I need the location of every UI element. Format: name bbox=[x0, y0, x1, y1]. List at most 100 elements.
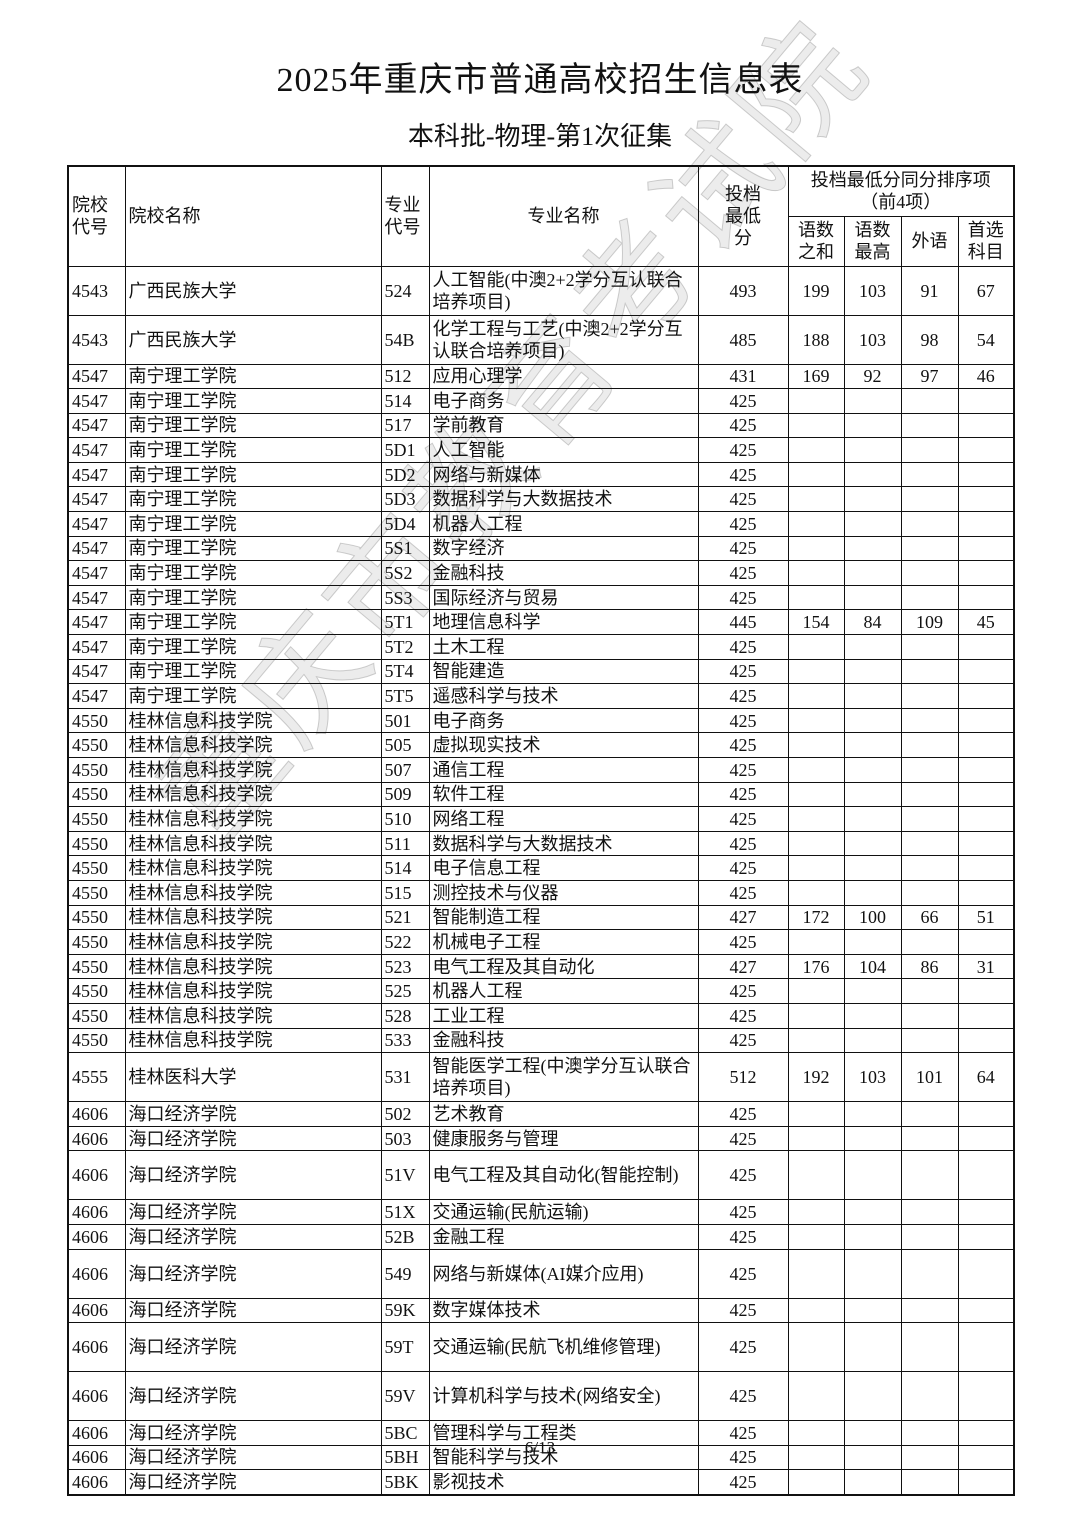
cell-foreign bbox=[900, 1125, 959, 1152]
header-first-subject: 首选科目 bbox=[957, 215, 1015, 267]
cell-min-score: 425 bbox=[697, 535, 789, 562]
cell-yushu-max: 103 bbox=[843, 314, 902, 365]
cell-major-name: 影视技术 bbox=[428, 1469, 699, 1496]
cell-min-score: 425 bbox=[697, 1101, 789, 1127]
cell-major-name: 网络与新媒体(AI媒介应用) bbox=[428, 1248, 699, 1299]
table-row: 4547 南宁理工学院 5S1 数字经济 425 bbox=[67, 535, 1015, 562]
cell-major-name: 化学工程与工艺(中澳2+2学分互认联合培养项目) bbox=[428, 314, 699, 365]
cell-major-name: 机器人工程 bbox=[428, 511, 699, 537]
cell-yushu-sum: 192 bbox=[787, 1052, 845, 1103]
header-major-code: 专业代号 bbox=[380, 165, 430, 267]
cell-first-subject bbox=[957, 658, 1015, 685]
cell-school-code: 4606 bbox=[67, 1297, 126, 1324]
cell-yushu-sum bbox=[787, 929, 845, 955]
cell-school-code: 4550 bbox=[67, 732, 126, 758]
cell-yushu-max bbox=[843, 1101, 902, 1127]
cell-foreign bbox=[900, 1027, 959, 1054]
cell-yushu-max bbox=[843, 461, 902, 488]
cell-major-code: 514 bbox=[380, 388, 430, 414]
cell-min-score: 425 bbox=[697, 757, 789, 783]
cell-school-name: 南宁理工学院 bbox=[124, 609, 382, 636]
cell-major-code: 5S2 bbox=[380, 560, 430, 586]
cell-major-name: 电气工程及其自动化 bbox=[428, 953, 699, 980]
cell-foreign bbox=[900, 1002, 959, 1029]
cell-major-code: 509 bbox=[380, 781, 430, 808]
cell-school-code: 4547 bbox=[67, 511, 126, 537]
cell-school-code: 4550 bbox=[67, 806, 126, 832]
cell-school-name: 桂林信息科技学院 bbox=[124, 757, 382, 783]
cell-yushu-max bbox=[843, 806, 902, 832]
table-row: 4550 桂林信息科技学院 509 软件工程 425 bbox=[67, 781, 1015, 808]
cell-school-name: 桂林信息科技学院 bbox=[124, 1027, 382, 1054]
cell-major-code: 515 bbox=[380, 879, 430, 906]
cell-school-code: 4547 bbox=[67, 683, 126, 709]
cell-major-name: 测控技术与仪器 bbox=[428, 879, 699, 906]
cell-yushu-max bbox=[843, 1371, 902, 1422]
cell-major-code: 523 bbox=[380, 953, 430, 980]
cell-major-code: 502 bbox=[380, 1101, 430, 1127]
cell-foreign bbox=[900, 634, 959, 660]
cell-yushu-max bbox=[843, 732, 902, 758]
cell-yushu-max bbox=[843, 683, 902, 709]
table-row: 4547 南宁理工学院 5D4 机器人工程 425 bbox=[67, 511, 1015, 537]
cell-first-subject bbox=[957, 1199, 1015, 1225]
cell-min-score: 485 bbox=[697, 314, 789, 365]
cell-major-code: 503 bbox=[380, 1125, 430, 1152]
cell-major-code: 51X bbox=[380, 1199, 430, 1225]
cell-yushu-sum bbox=[787, 1223, 845, 1250]
cell-yushu-max: 92 bbox=[843, 363, 902, 390]
cell-school-code: 4606 bbox=[67, 1371, 126, 1422]
cell-foreign: 109 bbox=[900, 609, 959, 636]
cell-min-score: 425 bbox=[697, 1223, 789, 1250]
cell-yushu-max bbox=[843, 978, 902, 1004]
cell-first-subject: 46 bbox=[957, 363, 1015, 390]
cell-school-name: 南宁理工学院 bbox=[124, 634, 382, 660]
cell-min-score: 425 bbox=[697, 560, 789, 586]
cell-min-score: 425 bbox=[697, 781, 789, 808]
cell-foreign: 97 bbox=[900, 363, 959, 390]
cell-first-subject bbox=[957, 1371, 1015, 1422]
cell-first-subject bbox=[957, 830, 1015, 857]
cell-major-name: 金融工程 bbox=[428, 1223, 699, 1250]
cell-yushu-sum: 154 bbox=[787, 609, 845, 636]
cell-school-code: 4606 bbox=[67, 1248, 126, 1299]
cell-yushu-sum bbox=[787, 1199, 845, 1225]
cell-yushu-max bbox=[843, 1223, 902, 1250]
cell-school-code: 4543 bbox=[67, 314, 126, 365]
cell-school-code: 4547 bbox=[67, 412, 126, 439]
cell-major-name: 金融科技 bbox=[428, 1027, 699, 1054]
cell-major-code: 528 bbox=[380, 1002, 430, 1029]
cell-school-code: 4547 bbox=[67, 388, 126, 414]
cell-yushu-sum bbox=[787, 1444, 845, 1471]
cell-school-name: 海口经济学院 bbox=[124, 1297, 382, 1324]
cell-yushu-sum bbox=[787, 1150, 845, 1201]
cell-yushu-sum bbox=[787, 855, 845, 881]
table-row: 4543 广西民族大学 54B 化学工程与工艺(中澳2+2学分互认联合培养项目) 485… bbox=[67, 314, 1015, 365]
cell-major-code: 5D2 bbox=[380, 461, 430, 488]
cell-school-code: 4550 bbox=[67, 1027, 126, 1054]
cell-first-subject bbox=[957, 806, 1015, 832]
cell-min-score: 425 bbox=[697, 683, 789, 709]
table-row: 4555 桂林医科大学 531 智能医学工程(中澳学分互认联合培养项目) 512 192 1… bbox=[67, 1052, 1015, 1103]
table-row: 4606 海口经济学院 502 艺术教育 425 bbox=[67, 1101, 1015, 1127]
cell-major-code: 52B bbox=[380, 1223, 430, 1250]
table-body: 4543 广西民族大学 524 人工智能(中澳2+2学分互认联合培养项目) 493 199… bbox=[67, 265, 1015, 1496]
cell-school-code: 4547 bbox=[67, 535, 126, 562]
cell-school-code: 4550 bbox=[67, 781, 126, 808]
cell-yushu-max bbox=[843, 781, 902, 808]
cell-yushu-sum bbox=[787, 412, 845, 439]
header-tiebreak-group: 投档最低分同分排序项（前4项） bbox=[787, 165, 1015, 217]
cell-school-code: 4550 bbox=[67, 953, 126, 980]
cell-foreign bbox=[900, 879, 959, 906]
table-row: 4543 广西民族大学 524 人工智能(中澳2+2学分互认联合培养项目) 493 199… bbox=[67, 265, 1015, 316]
cell-min-score: 425 bbox=[697, 658, 789, 685]
cell-yushu-max bbox=[843, 1125, 902, 1152]
cell-min-score: 425 bbox=[697, 1027, 789, 1054]
cell-min-score: 425 bbox=[697, 1371, 789, 1422]
cell-yushu-sum bbox=[787, 658, 845, 685]
cell-first-subject bbox=[957, 683, 1015, 709]
cell-yushu-max bbox=[843, 388, 902, 414]
cell-major-name: 金融科技 bbox=[428, 560, 699, 586]
cell-yushu-max: 103 bbox=[843, 1052, 902, 1103]
table-row: 4547 南宁理工学院 5T2 土木工程 425 bbox=[67, 634, 1015, 660]
